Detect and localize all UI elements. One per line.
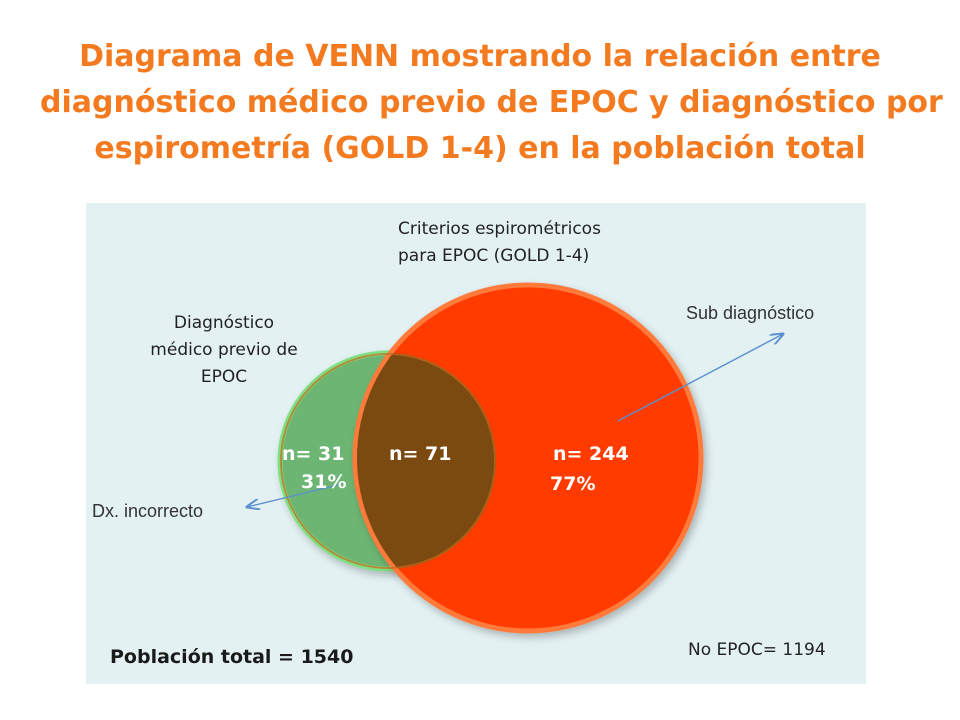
green-circle-outline xyxy=(280,353,496,569)
overlap-count: n= 71 xyxy=(389,443,452,465)
overlap-region xyxy=(357,353,496,569)
green-only-count: n= 31 xyxy=(282,443,345,465)
prior-diagnosis-line-1: Diagnóstico xyxy=(173,313,275,333)
spirometry-label-line-1: Criterios espirométricos xyxy=(398,219,601,239)
prior-diagnosis-line-2: médico previo de xyxy=(150,340,298,360)
page-title: Diagrama de VENN mostrando la relación e… xyxy=(40,34,943,172)
spirometry-criteria-label: Criterios espirométricos para EPOC (GOLD… xyxy=(398,216,601,270)
incorrect-dx-arrow xyxy=(247,484,339,507)
no-epoc-label: No EPOC= 1194 xyxy=(688,640,826,660)
incorrect-diagnosis-label: Dx. incorrecto xyxy=(92,501,204,521)
title-line-3: espirometría (GOLD 1-4) en la población … xyxy=(94,131,866,166)
red-only-percent: 77% xyxy=(550,473,596,495)
prior-diagnosis-label: Diagnóstico médico previo de EPOC xyxy=(118,310,330,391)
prior-diagnosis-line-3: EPOC xyxy=(200,367,248,387)
title-line-2: diagnóstico médico previo de EPOC y diag… xyxy=(40,85,943,120)
total-population-label: Población total = 1540 xyxy=(110,646,354,668)
title-line-1: Diagrama de VENN mostrando la relación e… xyxy=(79,39,881,74)
sub-diagnosis-label: Sub diagnóstico xyxy=(686,303,815,323)
green-only-percent: 31% xyxy=(301,471,347,493)
red-only-count: n= 244 xyxy=(553,443,629,465)
sub-diagnosis-arrow xyxy=(617,334,783,422)
spirometry-label-line-2: para EPOC (GOLD 1-4) xyxy=(398,246,590,266)
